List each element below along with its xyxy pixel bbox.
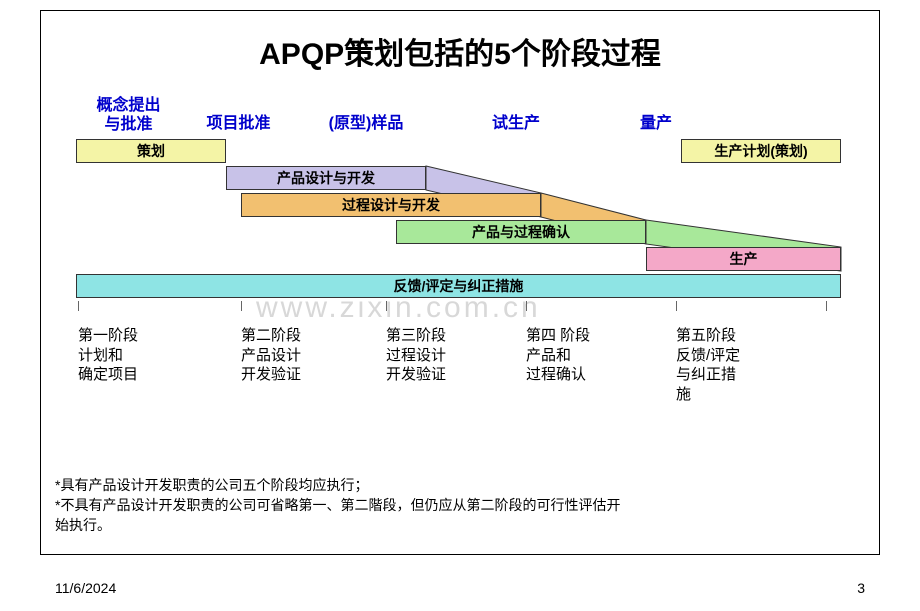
phase-bar-plan: 策划 (76, 139, 226, 163)
phase-tick (526, 301, 527, 311)
phase-tick (826, 301, 827, 311)
phase-label: 第五阶段反馈/评定与纠正措施 (676, 326, 740, 404)
phase-bar-process: 过程设计与开发 (241, 193, 541, 217)
phase-bar-prodplan: 生产计划(策划) (681, 139, 841, 163)
phase-tick (78, 301, 79, 311)
phase-tick (386, 301, 387, 311)
footnote-line: 始执行。 (55, 515, 111, 536)
page-number: 3 (857, 580, 865, 596)
phase-bar-design: 产品设计与开发 (226, 166, 426, 190)
phase-bar-confirm: 产品与过程确认 (396, 220, 646, 244)
phase-bar-feedback: 反馈/评定与纠正措施 (76, 274, 841, 298)
footnote-line: *具有产品设计开发职责的公司五个阶段均应执行； (55, 475, 368, 496)
phase-label: 第三阶段过程设计开发验证 (386, 326, 446, 385)
slide-frame: APQP策划包括的5个阶段过程 www.zixin.com.cn 概念提出 与批… (40, 10, 880, 555)
slide-title: APQP策划包括的5个阶段过程 (41, 29, 879, 73)
phase-label: 第四 阶段产品和过程确认 (526, 326, 590, 385)
phase-tick (241, 301, 242, 311)
phase-bar-produce: 生产 (646, 247, 841, 271)
apqp-diagram: www.zixin.com.cn 概念提出 与批准项目批准(原型)样品试生产量产… (56, 96, 866, 416)
phase-tick (676, 301, 677, 311)
slide-date: 11/6/2024 (55, 580, 116, 596)
phase-label: 第一阶段计划和确定项目 (78, 326, 138, 385)
phase-label: 第二阶段产品设计开发验证 (241, 326, 301, 385)
footnote-line: *不具有产品设计开发职责的公司可省略第一、第二階段，但仍应从第二阶段的可行性评估… (55, 495, 620, 516)
